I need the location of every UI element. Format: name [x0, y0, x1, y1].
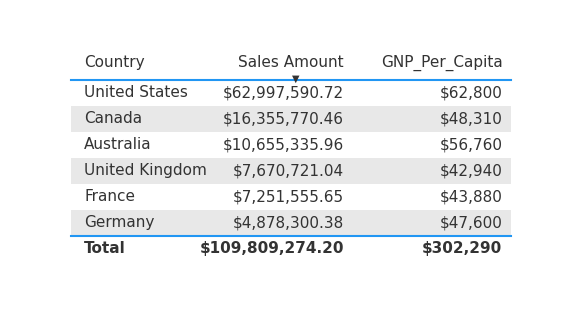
Text: Germany: Germany: [84, 215, 154, 230]
Text: GNP_Per_Capita: GNP_Per_Capita: [381, 55, 502, 71]
Text: Sales Amount: Sales Amount: [239, 55, 344, 70]
Text: $62,997,590.72: $62,997,590.72: [223, 85, 344, 100]
Text: $4,878,300.38: $4,878,300.38: [233, 215, 344, 230]
Bar: [71, 132, 511, 158]
Text: ▼: ▼: [292, 74, 299, 84]
Bar: [71, 184, 511, 210]
Text: Country: Country: [84, 55, 145, 70]
Text: $47,600: $47,600: [440, 215, 502, 230]
Text: Australia: Australia: [84, 137, 152, 152]
Bar: [71, 236, 511, 262]
Bar: [71, 106, 511, 132]
Text: $10,655,335.96: $10,655,335.96: [223, 137, 344, 152]
Text: $42,940: $42,940: [440, 163, 502, 178]
Bar: [71, 210, 511, 236]
Bar: [71, 80, 511, 106]
Text: France: France: [84, 189, 135, 204]
Text: United Kingdom: United Kingdom: [84, 163, 207, 178]
Text: $43,880: $43,880: [440, 189, 502, 204]
Bar: [71, 158, 511, 184]
Text: United States: United States: [84, 85, 188, 100]
Text: $7,251,555.65: $7,251,555.65: [233, 189, 344, 204]
Text: Canada: Canada: [84, 111, 143, 126]
Text: Total: Total: [84, 241, 126, 256]
Text: $302,290: $302,290: [422, 241, 502, 256]
Text: $48,310: $48,310: [440, 111, 502, 126]
Text: $16,355,770.46: $16,355,770.46: [223, 111, 344, 126]
Text: $7,670,721.04: $7,670,721.04: [233, 163, 344, 178]
Text: $56,760: $56,760: [440, 137, 502, 152]
Text: $109,809,274.20: $109,809,274.20: [199, 241, 344, 256]
Text: $62,800: $62,800: [440, 85, 502, 100]
